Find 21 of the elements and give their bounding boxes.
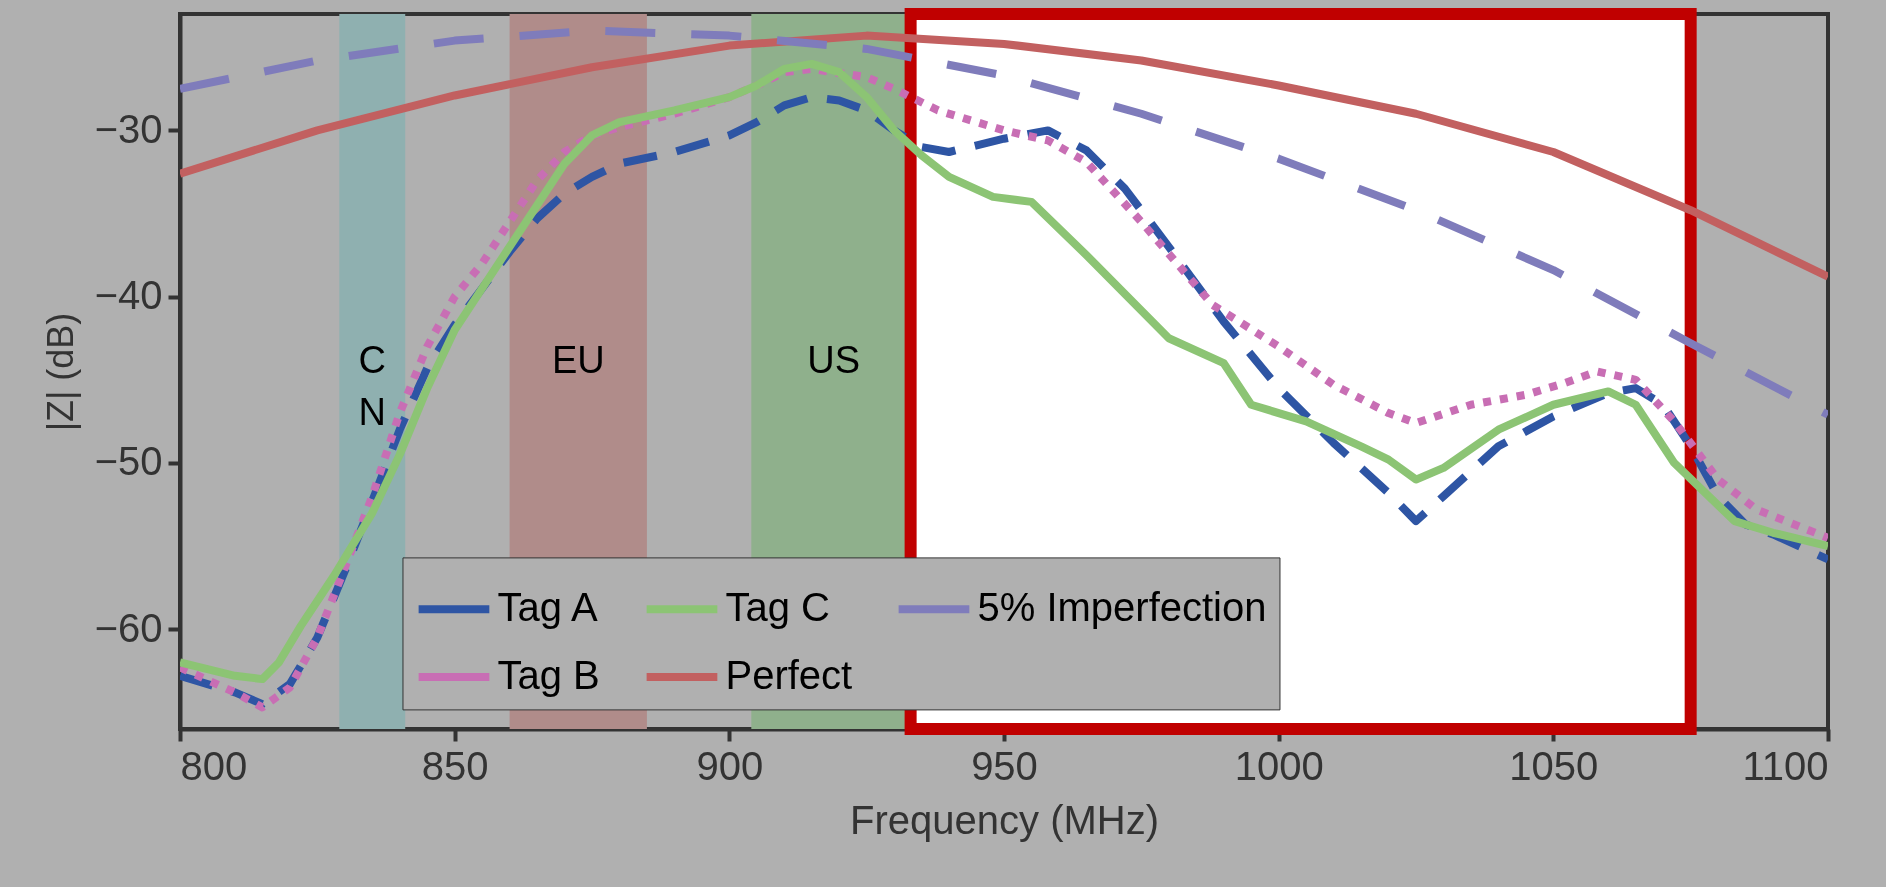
band-label: EU <box>551 338 605 381</box>
band-label: CN <box>358 338 386 433</box>
y-tick-label: −50 <box>94 439 163 484</box>
legend-label: Tag B <box>497 652 600 697</box>
y-tick-label: −60 <box>94 605 163 650</box>
x-tick-label: 1000 <box>1234 743 1324 788</box>
x-tick-label: 1050 <box>1509 743 1599 788</box>
y-tick-label: −40 <box>94 273 163 318</box>
legend-label: Perfect <box>725 652 853 697</box>
legend-label: Tag C <box>725 585 830 630</box>
legend-label: 5% Imperfection <box>977 585 1267 630</box>
x-tick-label: 850 <box>421 743 489 788</box>
band-label: US <box>807 338 861 381</box>
legend-label: Tag A <box>497 585 598 630</box>
x-tick-label: 800 <box>180 743 248 788</box>
x-tick-label: 900 <box>696 743 764 788</box>
x-axis-title: Frequency (MHz) <box>850 797 1159 842</box>
x-tick-label: 1100 <box>1742 743 1829 788</box>
y-axis-title: |Z| (dB) <box>39 312 81 432</box>
x-tick-label: 950 <box>971 743 1038 788</box>
y-tick-label: −30 <box>94 106 163 151</box>
